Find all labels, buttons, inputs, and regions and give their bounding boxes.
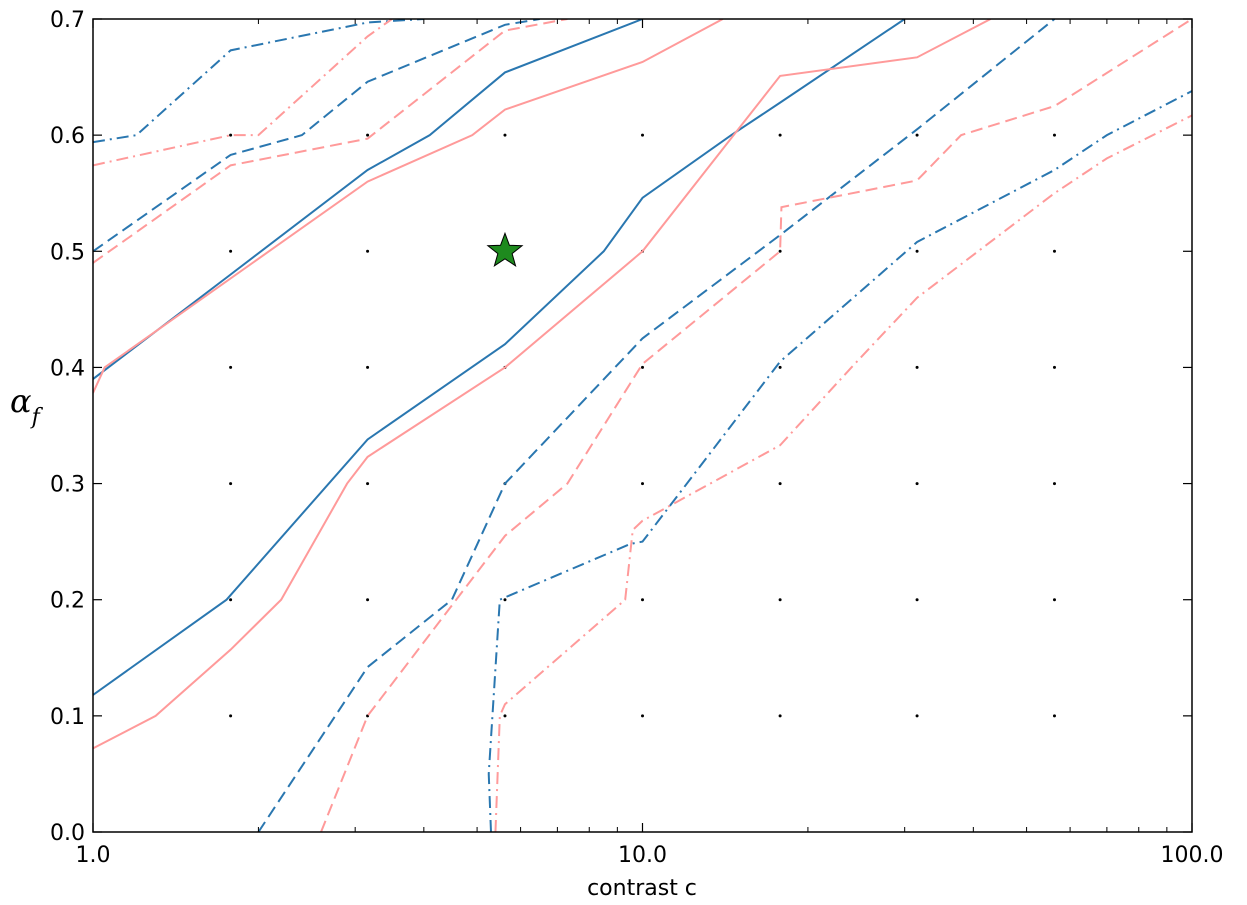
grid-dot [915,482,919,486]
series-line [320,19,1192,832]
grid-dot [915,133,919,137]
y-axis-label: αf [10,382,44,430]
grid-dot [366,598,370,602]
grid-dot [778,133,782,137]
grid-dot [915,598,919,602]
grid-dot [778,482,782,486]
grid-dot [366,249,370,253]
y-tick-label: 0.2 [50,589,85,614]
grid-dot [1052,365,1056,369]
axes-frame [92,18,1193,833]
grid-dot [915,249,919,253]
grid-dot [366,365,370,369]
series-line [93,19,568,264]
grid-dot [229,133,233,137]
grid-dot [229,482,233,486]
x-axis-label: contrast c [587,876,697,901]
grid-dot [229,598,233,602]
grid-dot [1052,482,1056,486]
x-tick-label: 10.0 [618,843,667,868]
series-line [93,19,424,144]
grid-dot [229,365,233,369]
grid-dot [1052,249,1056,253]
grid-dot [503,714,507,718]
grid-dot [1052,714,1056,718]
y-tick-label: 0.5 [50,240,85,265]
grid-dot [366,133,370,137]
grid-dot [641,365,644,369]
x-tick-label: 100.0 [1161,843,1224,868]
series-line [93,19,906,696]
grid-dot [778,249,782,253]
y-tick-label: 0.7 [50,8,85,33]
y-axis-subscript: f [30,405,44,430]
grid-dot [915,365,919,369]
grid-dot [641,133,644,137]
grid-dot [641,714,644,718]
grid-dot [1052,133,1056,137]
series-line [257,19,1056,832]
star-marker [486,231,524,268]
y-tick-label: 0.0 [50,821,85,846]
grid-dot [778,714,782,718]
grid-dot [915,714,919,718]
y-tick-label: 0.6 [50,124,85,149]
y-tick-label: 0.4 [50,356,85,381]
x-tick-label: 1.0 [76,843,111,868]
grid-dot [641,482,644,486]
grid-dot [1052,598,1056,602]
grid-dot [641,598,644,602]
y-tick-label: 0.3 [50,473,85,498]
grid-dot [366,482,370,486]
grid-dot [229,714,233,718]
y-tick-label: 0.1 [50,705,85,730]
grid-dot [778,365,782,369]
series-line [93,19,992,750]
series-line [487,90,1192,832]
y-axis-symbol: α [10,382,32,420]
grid-dot [503,598,507,602]
series-line [93,19,393,167]
grid-dot [503,133,507,137]
plot-area [93,19,1192,832]
series-line [494,114,1192,832]
series-line [93,19,643,380]
grid-dot [229,249,233,253]
series-line [93,19,724,394]
grid-dot [778,598,782,602]
